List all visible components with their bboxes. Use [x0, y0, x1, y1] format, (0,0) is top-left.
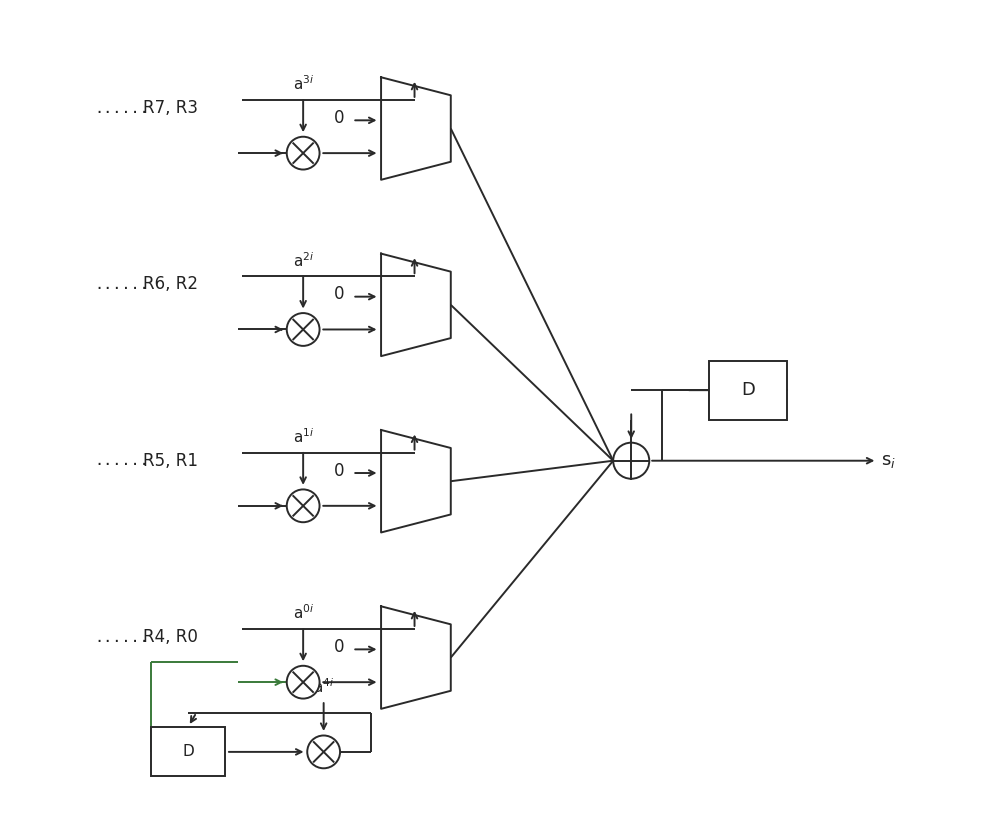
Text: 0: 0: [334, 109, 345, 127]
Text: ......: ......: [94, 277, 149, 292]
Text: D: D: [182, 744, 194, 760]
Bar: [709, 360, 787, 420]
Text: R7, R3: R7, R3: [143, 99, 198, 117]
Circle shape: [307, 736, 340, 769]
Text: R6, R2: R6, R2: [143, 276, 198, 293]
Text: a$^{1i}$: a$^{1i}$: [293, 427, 314, 446]
Text: ......: ......: [94, 630, 149, 644]
Circle shape: [287, 313, 320, 346]
Text: D: D: [741, 381, 755, 399]
Text: a$^{4i}$: a$^{4i}$: [313, 677, 334, 696]
Text: a$^{0i}$: a$^{0i}$: [293, 603, 314, 622]
Circle shape: [287, 137, 320, 170]
Text: R4, R0: R4, R0: [143, 628, 198, 646]
Text: 0: 0: [334, 286, 345, 303]
Text: ......: ......: [94, 453, 149, 468]
Circle shape: [287, 490, 320, 523]
Bar: [151, 728, 225, 776]
Text: ......: ......: [94, 100, 149, 115]
Circle shape: [287, 666, 320, 699]
Circle shape: [613, 443, 649, 479]
Text: a$^{3i}$: a$^{3i}$: [293, 75, 314, 93]
Text: 0: 0: [334, 462, 345, 480]
Text: a$^{2i}$: a$^{2i}$: [293, 251, 314, 270]
Text: 0: 0: [334, 638, 345, 656]
Text: s$_i$: s$_i$: [881, 452, 896, 470]
Text: R5, R1: R5, R1: [143, 452, 198, 470]
